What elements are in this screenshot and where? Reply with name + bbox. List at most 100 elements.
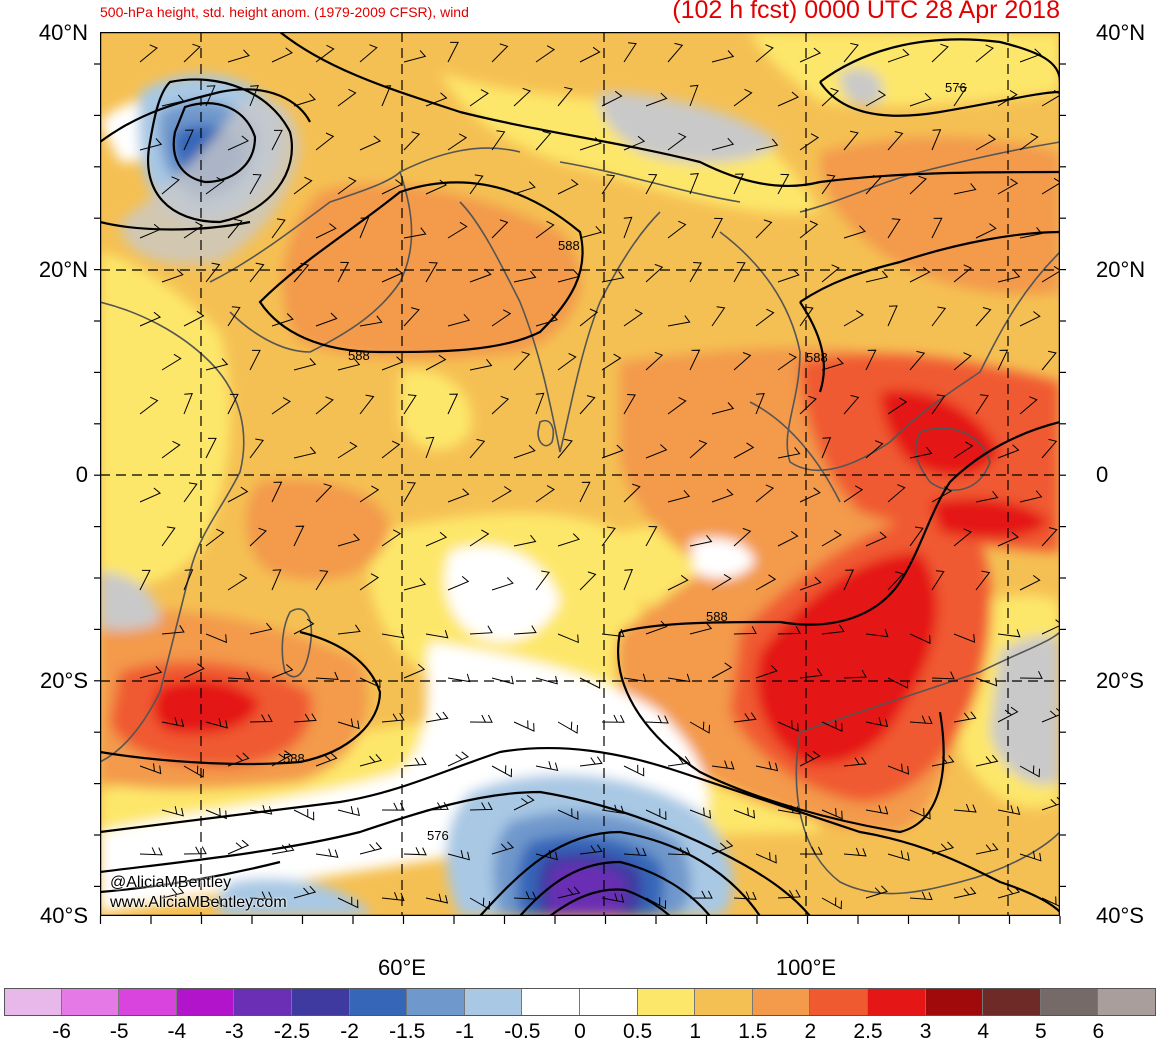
- wind-barb: [821, 624, 845, 635]
- wind-barb: [777, 804, 801, 815]
- colorbar-swatch: [752, 988, 811, 1016]
- colorbar-label: -0.5: [504, 1020, 541, 1043]
- map-frame: [100, 32, 1060, 916]
- wind-barb: [689, 84, 699, 107]
- wind-barb: [821, 357, 844, 371]
- contour-570-south: [100, 790, 811, 916]
- wind-barb: [425, 262, 438, 283]
- lat-label-20n-right: 20°N: [1096, 257, 1146, 282]
- wind-barb: [227, 49, 250, 63]
- wind-barb: [381, 712, 405, 723]
- wind-barb: [667, 220, 687, 239]
- wind-barb: [249, 714, 273, 723]
- wind-barb: [557, 438, 573, 459]
- wind-barb: [667, 132, 687, 151]
- colorbar-swatch: [580, 988, 638, 1016]
- wind-barb: [271, 47, 293, 63]
- wind-barb: [271, 664, 294, 679]
- wind-barb: [975, 223, 997, 239]
- wind-barb: [1041, 527, 1058, 547]
- wind-barb: [799, 47, 822, 63]
- colorbar-label: 2.5: [853, 1020, 883, 1043]
- colorbar-swatch: [292, 988, 350, 1016]
- colorbar-swatch: [695, 988, 753, 1016]
- wind-barb: [183, 663, 205, 679]
- wind-barb: [645, 174, 658, 195]
- wind-barb: [293, 808, 315, 821]
- wind-barb: [711, 50, 735, 63]
- wind-barb: [227, 393, 239, 415]
- wind-barb: [711, 573, 732, 591]
- wind-barb: [667, 673, 691, 683]
- wind-barb: [689, 622, 713, 635]
- wind-barb: [249, 85, 259, 107]
- wind-barb: [337, 88, 357, 107]
- weather-map: 576 588 588 588 588 588 576: [100, 32, 1060, 916]
- wind-barb: [315, 223, 337, 239]
- lon-label-60e: 60°E: [378, 955, 426, 980]
- wind-barb: [557, 352, 577, 371]
- wind-barb: [755, 308, 775, 327]
- wind-barb: [447, 576, 470, 591]
- terrain-mask-ne: [840, 68, 883, 106]
- anom-red-east: [880, 390, 1000, 476]
- wind-barb: [535, 392, 545, 415]
- wind-barb: [953, 886, 977, 899]
- wind-barb: [425, 92, 448, 107]
- wind-barb: [535, 849, 558, 861]
- wind-barb: [887, 305, 898, 327]
- contour-576-south: [100, 746, 1060, 913]
- wind-barb: [139, 763, 162, 775]
- wind-barb: [953, 183, 977, 195]
- wind-barb: [645, 526, 658, 547]
- wind-barb: [645, 92, 668, 107]
- wind-barb: [975, 754, 999, 767]
- wind-barb: [711, 306, 726, 327]
- wind-barb: [843, 394, 860, 415]
- wind-barb: [909, 633, 931, 644]
- contour-570-nw-low: [172, 102, 257, 184]
- wind-barb: [491, 43, 509, 63]
- lon-label-100e: 100°E: [775, 955, 837, 980]
- wind-barb: [997, 89, 1018, 107]
- contour-label-576-ne: 576: [945, 80, 967, 95]
- wind-barb: [381, 802, 405, 811]
- wind-barb: [667, 574, 689, 591]
- wind-barb: [821, 174, 836, 195]
- wind-barb: [227, 573, 248, 591]
- wind-barb: [755, 393, 765, 415]
- wind-barb: [579, 137, 602, 151]
- lat-label-40s-right: 40°S: [1096, 903, 1144, 928]
- wind-barb: [491, 765, 512, 778]
- wind-barb: [249, 527, 267, 547]
- wind-barb: [997, 178, 1019, 195]
- wind-barb: [205, 633, 227, 644]
- wind-barb: [909, 808, 931, 820]
- wind-barb: [249, 262, 265, 283]
- wind-barb: [821, 264, 840, 283]
- contour-588-west: [100, 630, 382, 766]
- colorbar-label: 3: [919, 1020, 932, 1043]
- lat-label-20s-left: 20°S: [40, 668, 88, 693]
- wind-barb: [579, 844, 603, 855]
- colorbar-label: 0.5: [622, 1020, 653, 1043]
- wind-barb: [777, 626, 801, 635]
- wind-barb: [843, 485, 864, 503]
- wind-barb: [975, 307, 992, 327]
- wind-barb: [711, 840, 734, 855]
- wind-barb: [755, 484, 775, 503]
- wind-barb: [733, 891, 757, 900]
- wind-barb: [381, 267, 404, 283]
- wind-barb: [447, 488, 470, 503]
- wind-barb: [909, 266, 931, 283]
- wind-barb: [139, 396, 159, 415]
- wind-barb: [689, 440, 708, 459]
- contour-588-north: [258, 181, 584, 354]
- wind-barb: [227, 306, 241, 327]
- wind-barb: [337, 261, 350, 283]
- lat-label-20n-left: 20°N: [38, 257, 88, 282]
- wind-barb: [887, 484, 906, 503]
- wind-barb: [1019, 850, 1042, 862]
- contour-576-north: [279, 32, 1060, 188]
- wind-barb: [997, 270, 1021, 283]
